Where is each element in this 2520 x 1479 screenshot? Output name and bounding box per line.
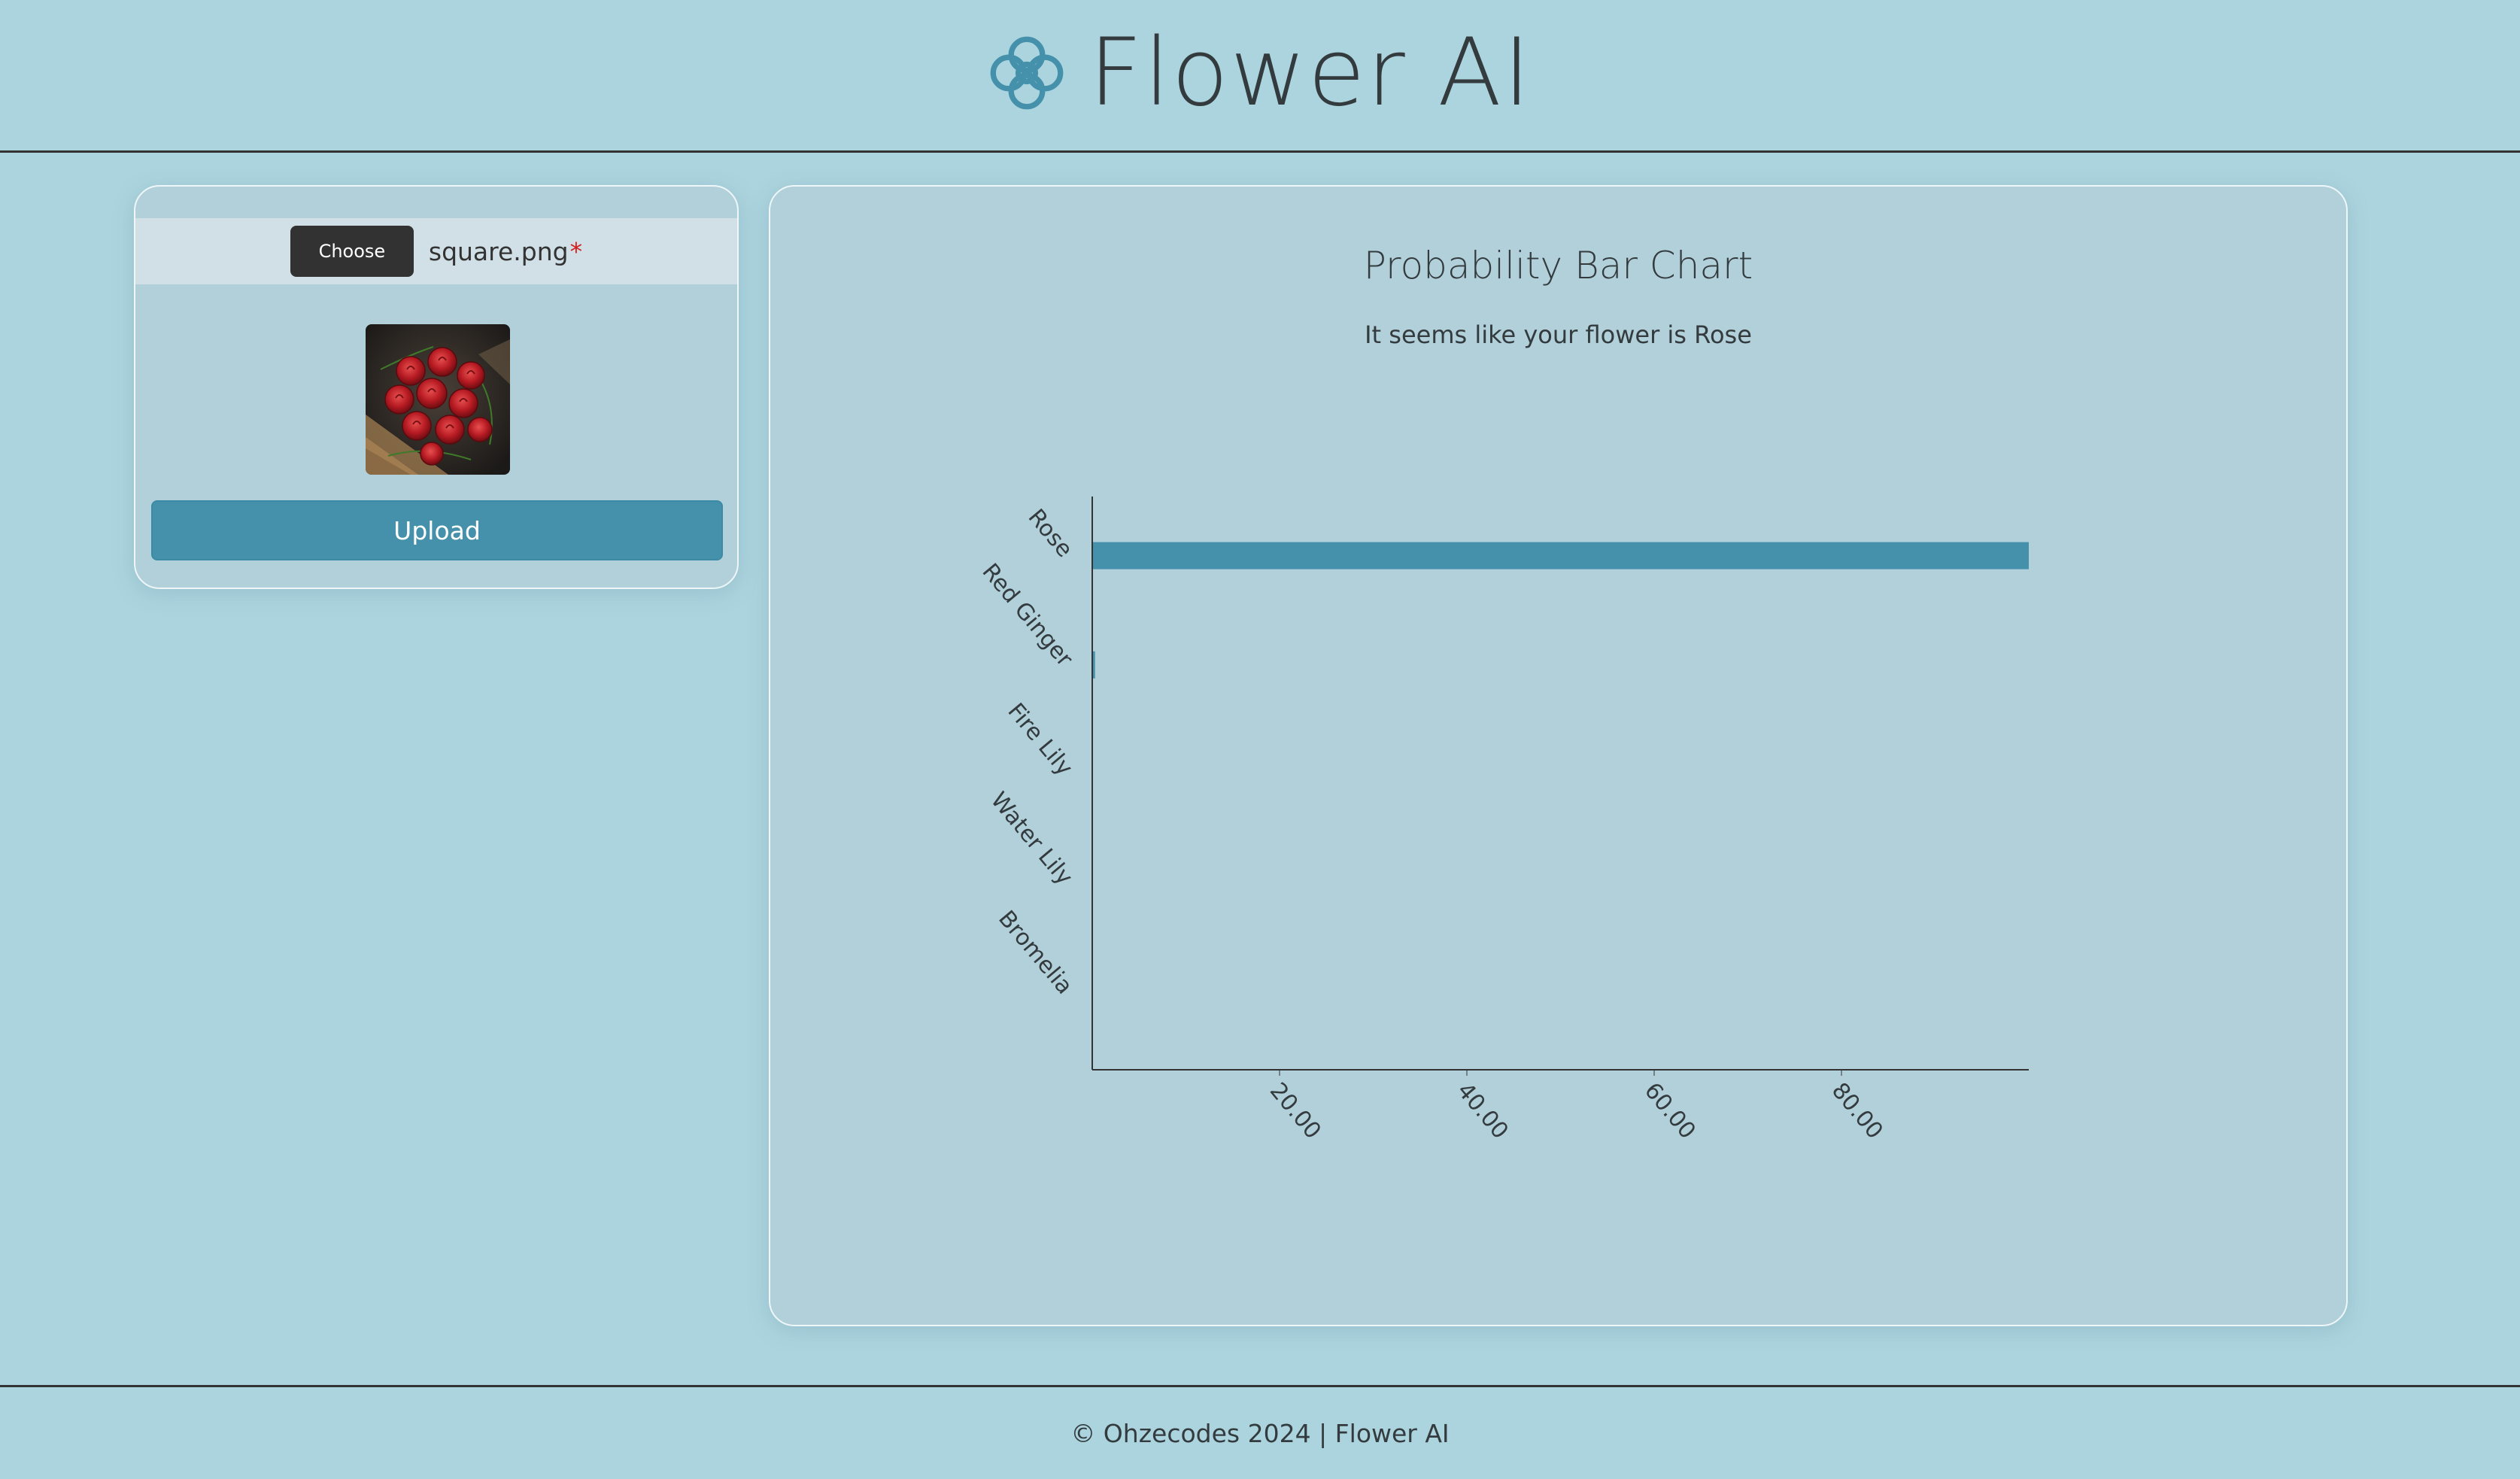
- y-tick-label: Red Ginger: [977, 559, 1079, 673]
- rose-bouquet-image: [366, 324, 510, 475]
- app-title: Flower AI: [1088, 19, 1532, 127]
- chart-title: Probability Bar Chart: [1363, 244, 1753, 287]
- bar-red-ginger: [1092, 651, 1095, 679]
- x-tick-label: 20.00: [1265, 1078, 1326, 1144]
- y-tick-label: Fire Lily: [1002, 698, 1077, 781]
- x-tick-label: 60.00: [1639, 1078, 1701, 1144]
- chart-panel: Probability Bar Chart It seems like your…: [769, 185, 2348, 1326]
- brand[interactable]: Flower AI: [988, 19, 1532, 127]
- upload-button[interactable]: Upload: [151, 500, 723, 560]
- footer: © Ohzecodes 2024 | Flower AI: [0, 1385, 2520, 1479]
- y-tick-label: Bromelia: [993, 906, 1078, 1000]
- flower-icon: [991, 36, 1064, 110]
- footer-text: © Ohzecodes 2024 | Flower AI: [1070, 1418, 1450, 1448]
- file-input-row: Choose square.png *: [135, 218, 737, 284]
- y-tick-label: Water Lily: [985, 787, 1078, 890]
- prediction-text: It seems like your flower is Rose: [1365, 320, 1752, 349]
- x-tick-label: 80.00: [1826, 1078, 1888, 1144]
- upload-panel: Choose square.png *: [134, 185, 739, 589]
- bar-rose: [1092, 542, 2029, 569]
- selected-file-name: square.png: [428, 236, 569, 266]
- app-header: Flower AI: [0, 0, 2520, 153]
- required-marker: *: [569, 236, 583, 266]
- y-tick-label: Rose: [1023, 504, 1078, 563]
- preview-image: [366, 324, 510, 475]
- choose-file-button[interactable]: Choose: [290, 226, 414, 277]
- x-tick-label: 40.00: [1452, 1078, 1514, 1144]
